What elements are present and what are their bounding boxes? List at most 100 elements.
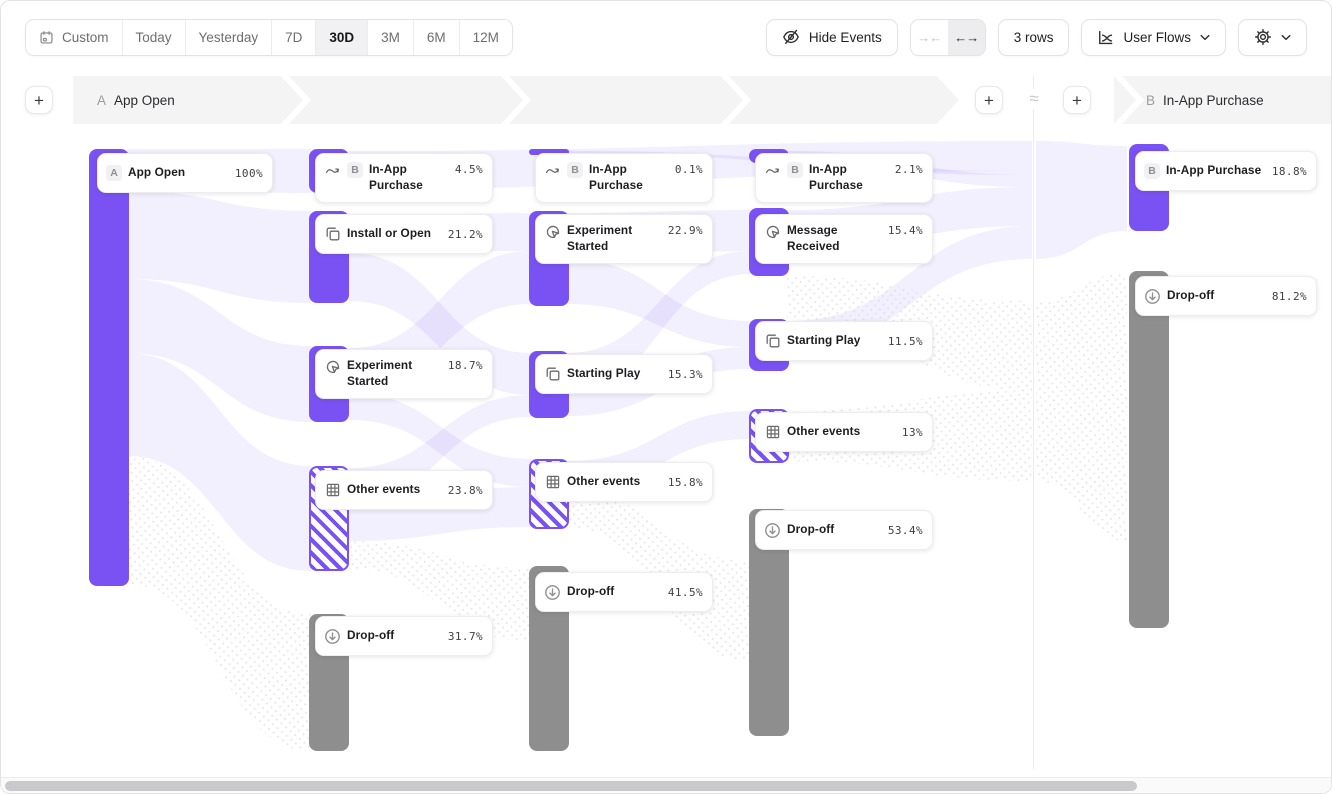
arrow-down-circle-icon <box>324 628 341 645</box>
event-percent: 18.7% <box>447 359 483 372</box>
flow-node-drop-off[interactable]: Drop-off 41.5% <box>535 572 713 612</box>
date-range-label: Custom <box>62 29 109 45</box>
flow-node-in-app-purchase[interactable]: B In-App Purchase 0.1% <box>535 153 713 203</box>
event-percent: 15.8% <box>667 476 703 489</box>
flow-node-starting-play[interactable]: Starting Play 15.3% <box>535 354 713 394</box>
flow-node-drop-off[interactable]: Drop-off 31.7% <box>315 616 493 656</box>
step-band-end <box>1114 76 1331 124</box>
flow-node-in-app-purchase[interactable]: B In-App Purchase 18.8% <box>1135 151 1317 191</box>
event-name: Experiment Started <box>347 358 413 388</box>
flow-bar-app-open[interactable] <box>89 149 129 586</box>
flow-node-starting-play[interactable]: Starting Play 11.5% <box>755 321 933 361</box>
grid-icon <box>764 424 781 441</box>
end-step-label: B In-App Purchase <box>1146 76 1264 124</box>
event-name: App Open <box>128 165 186 180</box>
event-badge: B <box>1144 163 1160 179</box>
rows-button[interactable]: 3 rows <box>997 18 1070 56</box>
event-percent: 18.8% <box>1271 165 1307 178</box>
event-percent: 15.4% <box>887 224 923 237</box>
event-name: In-App Purchase <box>809 162 863 192</box>
add-step-right-button[interactable]: + <box>1063 86 1091 114</box>
grid-icon <box>544 474 561 491</box>
date-range-12m[interactable]: 12M <box>459 19 512 55</box>
event-name: Other events <box>347 482 421 497</box>
date-range-6m[interactable]: 6M <box>413 19 460 55</box>
copy-icon <box>764 333 781 350</box>
event-name: Install or Open <box>347 226 432 241</box>
view-selector-button[interactable]: User Flows <box>1081 18 1226 56</box>
flow-node-other-events[interactable]: Other events 15.8% <box>535 462 713 502</box>
date-range-custom[interactable]: Custom <box>26 19 123 55</box>
flow-node-drop-off[interactable]: Drop-off 81.2% <box>1135 276 1317 316</box>
flow-ribbon <box>127 279 311 422</box>
user-flows-icon <box>1097 29 1114 46</box>
end-step-name: In-App Purchase <box>1163 92 1264 108</box>
date-range-label: Yesterday <box>198 29 259 45</box>
event-name: In-App Purchase <box>589 162 643 192</box>
event-name: Other events <box>567 474 641 489</box>
eye-off-icon <box>782 28 800 46</box>
squiggle-arrow-icon <box>324 162 341 179</box>
copy-icon <box>544 366 561 383</box>
start-step-label: A App Open <box>97 76 175 124</box>
chevron-down-icon <box>1281 34 1291 41</box>
flow-node-in-app-purchase[interactable]: B In-App Purchase 2.1% <box>755 153 933 203</box>
event-percent: 81.2% <box>1271 290 1307 303</box>
expand-arrows-icon: ←→ <box>954 29 979 45</box>
flow-node-install-or-open[interactable]: Install or Open 21.2% <box>315 214 493 254</box>
toolbar-right: Hide Events →← ←→ 3 rows User Flows <box>765 18 1307 56</box>
flow-node-app-open[interactable]: A App Open 100% <box>97 153 273 193</box>
date-range-label: 6M <box>426 29 446 45</box>
event-name: Experiment Started <box>567 223 633 253</box>
date-range-label: 12M <box>472 29 499 45</box>
date-range-yesterday[interactable]: Yesterday <box>185 19 273 55</box>
add-step-middle-button[interactable]: + <box>975 86 1003 114</box>
date-range-7d[interactable]: 7D <box>272 19 317 55</box>
panel-divider <box>1033 76 1034 769</box>
event-name: In-App Purchase <box>369 162 423 192</box>
toolbar: Custom Today Yesterday 7D 30D 3M 6M 12M Hide Ev… <box>1 1 1331 73</box>
arrow-down-circle-icon <box>764 522 781 539</box>
chevron-down-icon <box>1200 34 1210 41</box>
flow-bar-in-app-purchase[interactable] <box>529 149 569 155</box>
event-name: Drop-off <box>787 522 835 537</box>
event-percent: 22.9% <box>667 224 703 237</box>
rows-label: 3 rows <box>1013 29 1054 45</box>
flow-node-drop-off[interactable]: Drop-off 53.4% <box>755 510 933 550</box>
flow-ribbon <box>127 456 311 751</box>
flow-bar-drop-off[interactable] <box>1129 271 1169 628</box>
date-range-label: Today <box>135 29 172 45</box>
event-percent: 21.2% <box>447 228 483 241</box>
horizontal-scrollbar[interactable] <box>1 777 1331 793</box>
gear-icon <box>1254 28 1272 46</box>
expand-columns-button[interactable]: ←→ <box>947 19 985 55</box>
hide-events-button[interactable]: Hide Events <box>765 18 898 56</box>
settings-button[interactable] <box>1238 18 1307 56</box>
date-range-30d[interactable]: 30D <box>316 19 369 55</box>
flow-node-other-events[interactable]: Other events 13% <box>755 412 933 452</box>
event-name: In-App Purchase <box>1166 163 1262 178</box>
column-spacing-control: →← ←→ <box>909 18 986 56</box>
grid-icon <box>324 482 341 499</box>
hide-events-label: Hide Events <box>808 29 882 45</box>
calendar-icon <box>39 30 54 45</box>
flow-node-in-app-purchase[interactable]: B In-App Purchase 4.5% <box>315 153 493 203</box>
date-range-today[interactable]: Today <box>122 19 186 55</box>
date-range-control: Custom Today Yesterday 7D 30D 3M 6M 12M <box>25 18 513 56</box>
event-badge: B <box>347 162 363 178</box>
flow-ribbon <box>1036 187 1127 259</box>
date-range-3m[interactable]: 3M <box>368 19 414 55</box>
flow-node-other-events[interactable]: Other events 23.8% <box>315 470 493 510</box>
add-step-left-button[interactable]: + <box>25 86 53 114</box>
flow-node-experiment-started[interactable]: Experiment Started 22.9% <box>535 214 713 264</box>
event-percent: 4.5% <box>454 163 483 176</box>
scrollbar-thumb[interactable] <box>5 781 1137 791</box>
date-range-label: 3M <box>381 29 400 45</box>
event-percent: 41.5% <box>667 586 703 599</box>
collapse-arrows-icon: →← <box>917 29 942 45</box>
flow-node-message-received[interactable]: Message Received 15.4% <box>755 214 933 264</box>
date-range-label: 7D <box>285 29 303 45</box>
flow-node-experiment-started[interactable]: Experiment Started 18.7% <box>315 349 493 399</box>
collapse-columns-button[interactable]: →← <box>910 19 948 55</box>
